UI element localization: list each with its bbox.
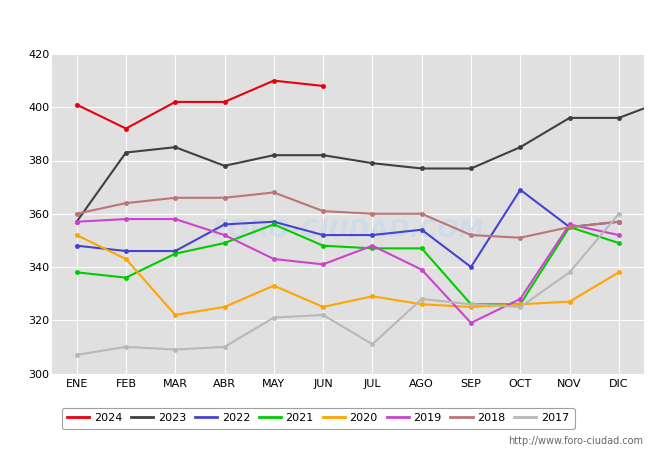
Legend: 2024, 2023, 2022, 2021, 2020, 2019, 2018, 2017: 2024, 2023, 2022, 2021, 2020, 2019, 2018… [62,408,575,429]
Text: Afiliados en Zarzalejo a 31/5/2024: Afiliados en Zarzalejo a 31/5/2024 [170,25,480,43]
Text: FORO-CIUDAD.COM: FORO-CIUDAD.COM [211,218,484,242]
Text: http://www.foro-ciudad.com: http://www.foro-ciudad.com [508,436,644,446]
